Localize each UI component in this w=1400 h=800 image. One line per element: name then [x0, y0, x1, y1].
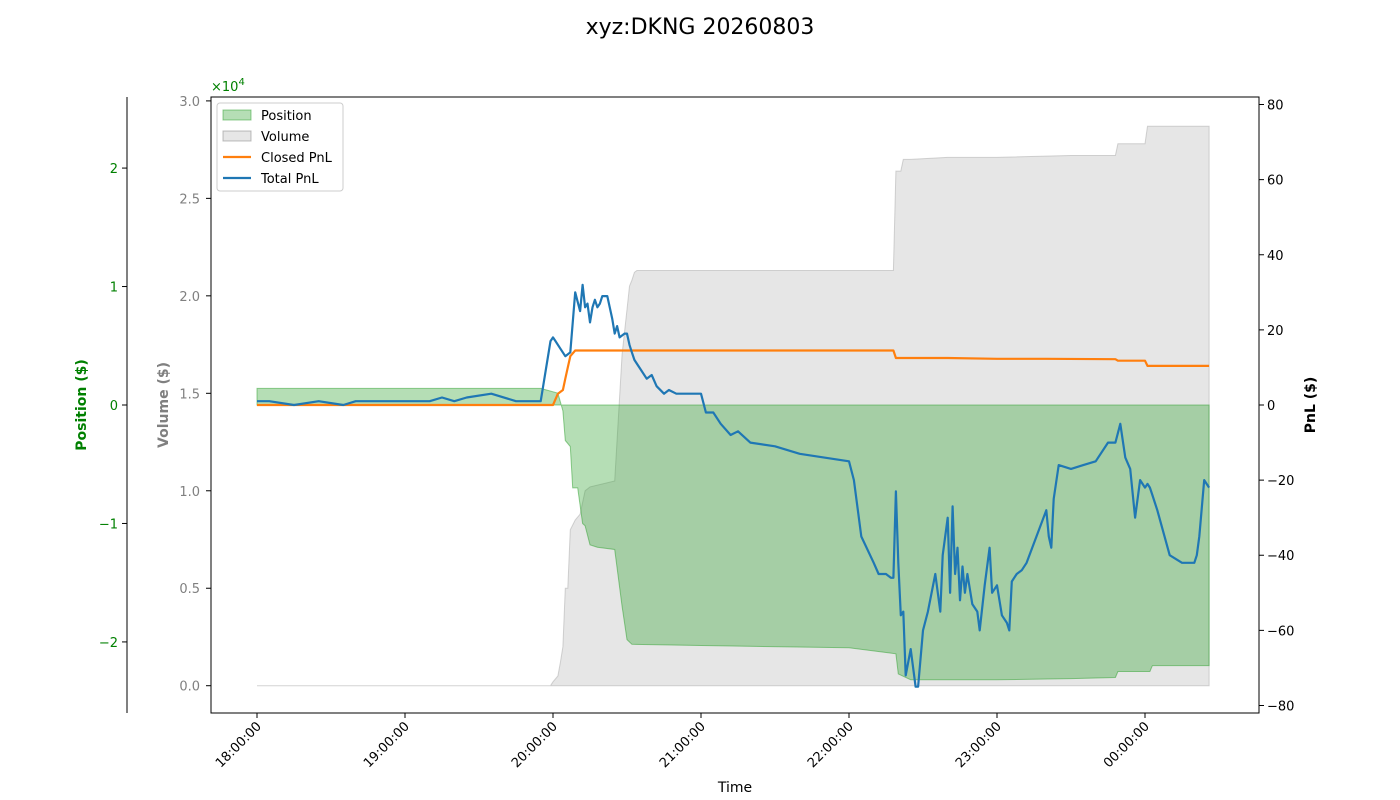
time-axis: 18:00:00 19:00:00 20:00:00 21:00:00 22:00:00…	[213, 713, 1153, 771]
legend-label: Total PnL	[260, 172, 319, 187]
legend: Position Volume Closed PnL Total PnL	[216, 102, 344, 192]
volume-tick-label: 2.5	[179, 192, 200, 207]
position-tick-label: −1	[99, 517, 118, 532]
legend-label: Closed PnL	[261, 151, 333, 166]
pnl-axis-label: PnL ($)	[1303, 377, 1319, 434]
pnl-tick-label: 60	[1267, 174, 1284, 189]
position-axis: −2 −1 0 1 2	[99, 97, 128, 713]
position-tick-label: 2	[110, 162, 118, 177]
x-tick-label: 23:00:00	[953, 719, 1005, 771]
position-tick-label: −2	[99, 636, 118, 651]
x-tick-label: 22:00:00	[805, 719, 857, 771]
pnl-tick-label: 20	[1267, 324, 1284, 339]
volume-tick-label: 0.5	[179, 582, 200, 597]
position-axis-label: Position ($)	[74, 359, 90, 451]
x-tick-label: 20:00:00	[509, 719, 561, 771]
position-scale-label: ×104	[211, 77, 245, 95]
volume-axis: 0.0 0.5 1.0 1.5 2.0 2.5 3.0	[179, 95, 211, 695]
pnl-tick-label: −60	[1267, 624, 1294, 639]
pnl-tick-label: −20	[1267, 474, 1294, 489]
fill-layer	[256, 125, 1210, 687]
x-axis-label: Time	[717, 780, 752, 796]
pnl-tick-label: 80	[1267, 99, 1284, 114]
x-tick-label: 19:00:00	[361, 719, 413, 771]
x-tick-label: 00:00:00	[1101, 719, 1153, 771]
position-tick-label: 0	[110, 399, 118, 414]
volume-tick-label: 0.0	[179, 680, 200, 695]
position-area	[256, 387, 1210, 681]
pnl-tick-label: 40	[1267, 249, 1284, 264]
svg-text:×104: ×104	[211, 77, 245, 95]
legend-swatch	[222, 130, 252, 142]
position-tick-label: 1	[110, 281, 118, 296]
legend-swatch	[222, 109, 252, 121]
legend-label: Position	[261, 109, 312, 124]
pnl-tick-label: 0	[1267, 399, 1275, 414]
position-scale-base: ×10	[211, 80, 238, 95]
volume-tick-label: 1.5	[179, 387, 200, 402]
volume-tick-label: 3.0	[179, 95, 200, 110]
pnl-tick-label: −40	[1267, 549, 1294, 564]
pnl-tick-label: −80	[1267, 699, 1294, 714]
chart-title: xyz:DKNG 20260803	[586, 15, 815, 40]
position-scale-exponent: 4	[238, 77, 244, 88]
x-tick-label: 21:00:00	[657, 719, 709, 771]
pnl-axis: −80 −60 −40 −20 0 20 40 60 80	[1259, 99, 1294, 714]
volume-tick-label: 1.0	[179, 485, 200, 500]
closed-pnl-line	[257, 349, 1210, 407]
legend-label: Volume	[261, 130, 309, 145]
legend-frame	[216, 102, 344, 192]
line-layer	[257, 283, 1211, 688]
volume-axis-label: Volume ($)	[156, 362, 172, 448]
volume-tick-label: 2.0	[179, 290, 200, 305]
total-pnl-line	[257, 283, 1211, 688]
volume-area	[257, 125, 1210, 687]
x-tick-label: 18:00:00	[213, 719, 265, 771]
